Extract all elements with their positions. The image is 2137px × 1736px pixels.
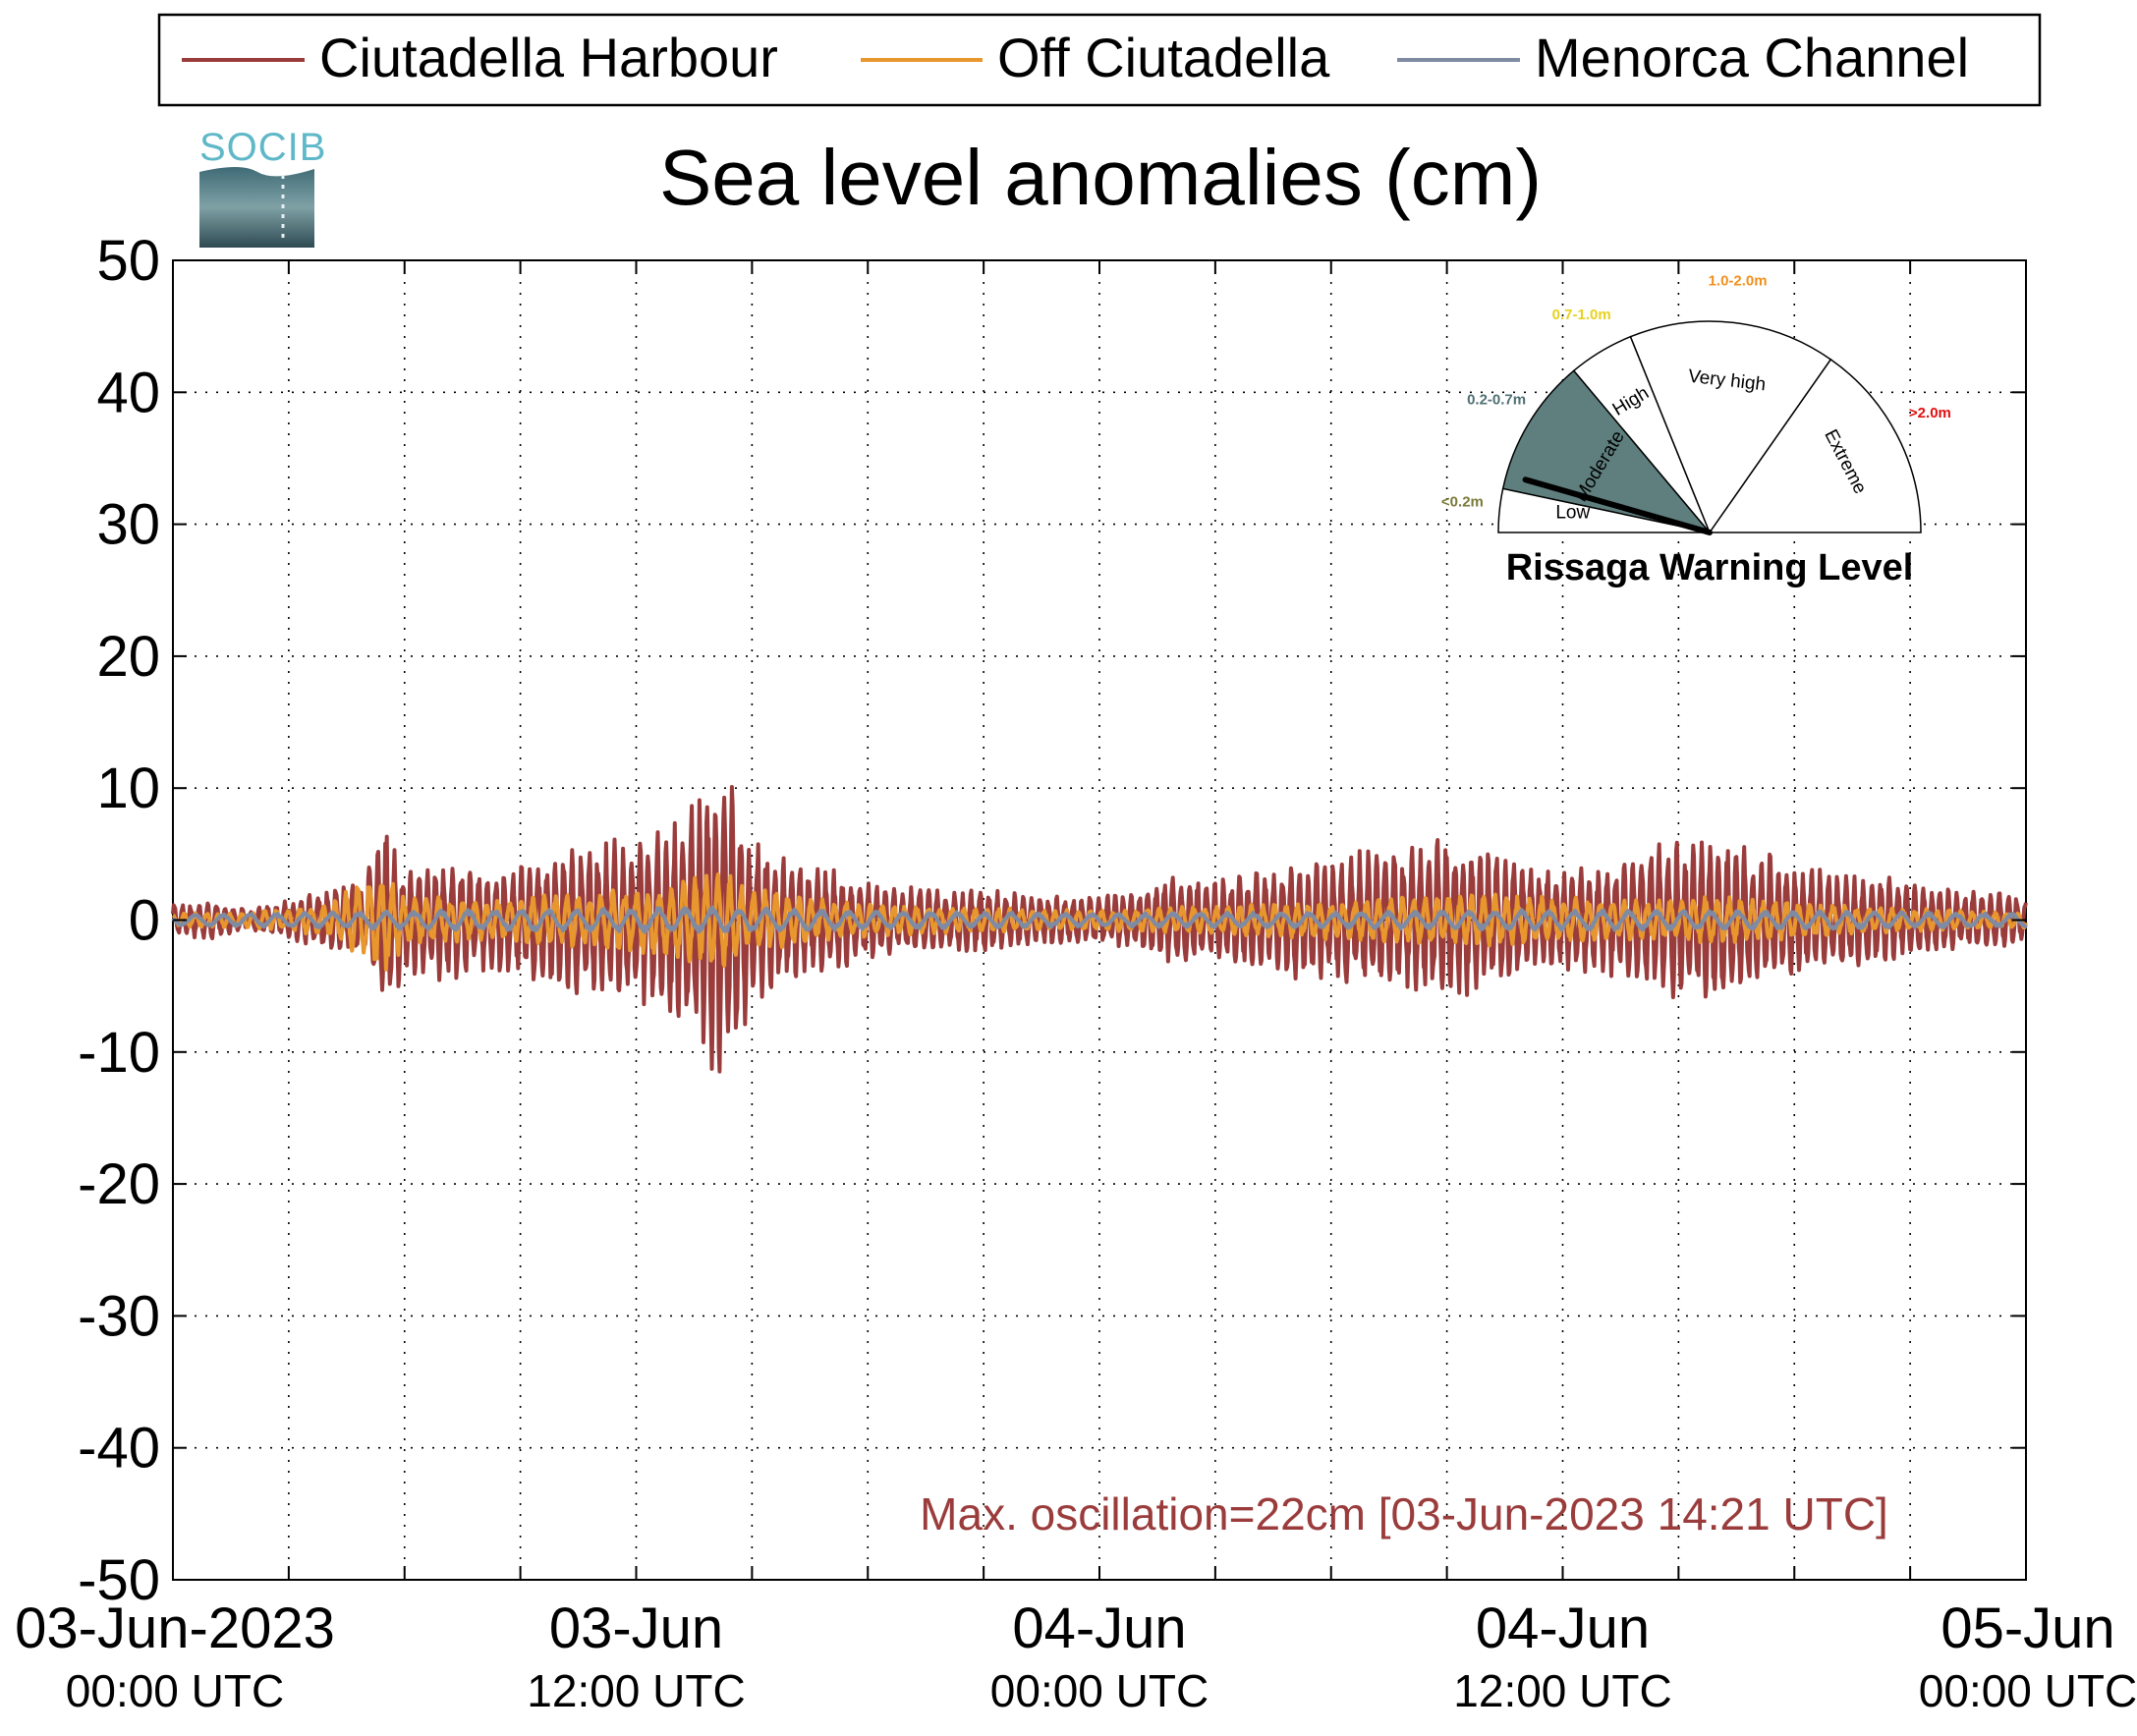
y-axis-labels: 50 40 30 20 10 0 -10 -20 -30 -40 -50 [78,229,160,1612]
x-tick-label-date: 03-Jun-2023 [15,1596,335,1660]
x-tick-label-time: 00:00 UTC [1919,1665,2137,1716]
gauge-sector-moderate [1501,369,1712,534]
x-tick-label-time: 00:00 UTC [990,1665,1209,1716]
y-tick-label: 0 [129,889,160,953]
gauge-range-label: 1.0-2.0m [1709,273,1768,290]
x-tick-label-date: 03-Jun [549,1596,723,1660]
x-tick-label-time: 12:00 UTC [1453,1665,1671,1716]
y-tick-label: 10 [96,756,160,820]
gauge-sector-label: Low [1555,502,1590,523]
gauge-range-label: <0.2m [1441,494,1484,511]
x-tick-label-date: 05-Jun [1940,1596,2114,1660]
gauge-title: Rissaga Warning Level [1506,547,1914,588]
axis-ticks [173,259,2026,1581]
y-tick-label: 40 [96,361,160,424]
gauge-range-label: >2.0m [1909,405,1951,421]
series-line-menorca-channel [171,905,2028,934]
gauge-sector-extreme [1708,358,1922,533]
gauge-sector-very-high [1629,320,1832,534]
gauge-needle [1522,476,1713,535]
legend: Ciutadella Harbour Off Ciutadella Menorc… [157,13,2042,107]
logo-text: SOCIB [199,126,326,169]
legend-label-off-ciutadella: Off Ciutadella [997,27,1330,88]
legend-frame [157,13,2042,107]
y-tick-label: 30 [96,493,160,557]
gauge-range-label: 0.2-0.7m [1467,392,1526,409]
x-tick-label-date: 04-Jun [1012,1596,1186,1660]
y-tick-label: 50 [96,229,160,293]
legend-label-menorca-channel: Menorca Channel [1535,27,1969,88]
y-tick-label: -30 [78,1284,160,1348]
y-tick-label: -40 [78,1417,160,1481]
chart-title: Sea level anomalies (cm) [659,134,1542,221]
rissaga-gauge: Rissaga Warning Level Low<0.2m Moderate0.… [1441,273,1951,588]
y-tick-label: -10 [78,1021,160,1085]
y-tick-label: -50 [78,1548,160,1612]
y-tick-label: 20 [96,625,160,689]
y-tick-label: -20 [78,1152,160,1216]
socib-logo: SOCIB [199,126,326,248]
legend-label-ciutadella-harbour: Ciutadella Harbour [319,27,778,88]
gauge-range-label: 0.7-1.0m [1552,307,1611,323]
max-oscillation-annotation: Max. oscillation=22cm [03-Jun-2023 14:21… [920,1488,1888,1540]
series-layer [171,785,2028,1074]
x-tick-label-date: 04-Jun [1476,1596,1650,1660]
x-tick-label-time: 00:00 UTC [66,1665,284,1716]
x-tick-label-time: 12:00 UTC [527,1665,745,1716]
